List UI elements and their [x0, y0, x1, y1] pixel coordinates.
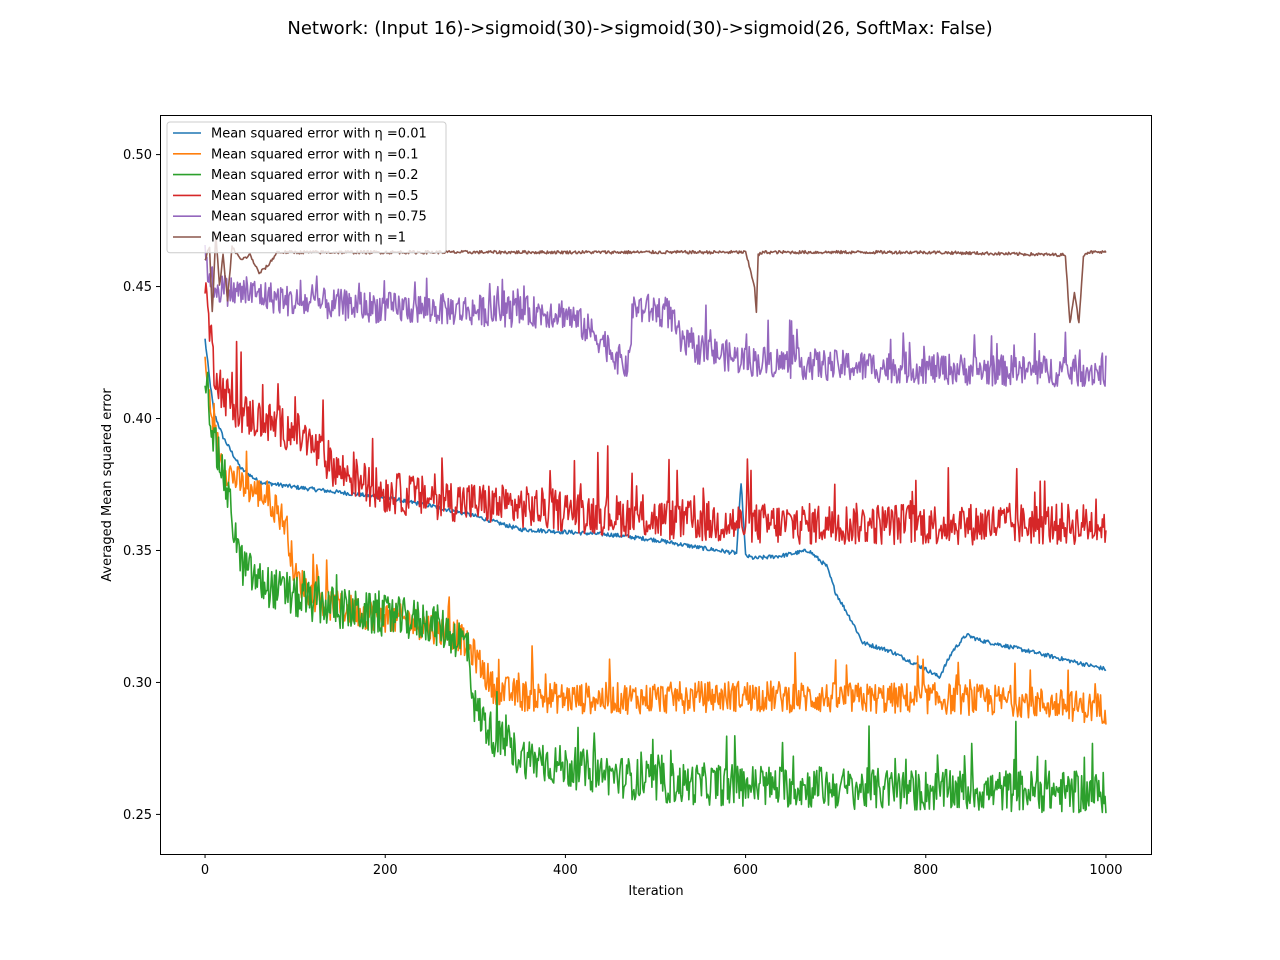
- series-layer: [204, 233, 1107, 814]
- x-tick-label: 800: [913, 863, 938, 878]
- y-tick-label: 0.25: [123, 808, 152, 823]
- y-tick-label: 0.50: [123, 148, 152, 163]
- x-tick-label: 200: [373, 863, 398, 878]
- plot-frame: [160, 115, 1152, 855]
- chart-title: Network: (Input 16)->sigmoid(30)->sigmoi…: [287, 18, 992, 39]
- legend-entry: Mean squared error with η =0.2: [211, 168, 418, 183]
- series-line-3: [204, 371, 1107, 814]
- legend-entry: Mean squared error with η =0.1: [211, 147, 418, 162]
- legend-entry: Mean squared error with η =0.5: [211, 189, 418, 204]
- y-tick-label: 0.45: [123, 280, 152, 295]
- x-tick-label: 400: [553, 863, 578, 878]
- y-axis-label: Averaged Mean squared error: [100, 388, 115, 582]
- x-tick-label: 0: [201, 863, 209, 878]
- legend-box: [166, 121, 447, 254]
- y-axis: 0.25 0.30 0.35 0.40 0.45 0.50: [123, 148, 160, 823]
- y-tick-label: 0.35: [123, 544, 152, 559]
- x-tick-label: 600: [733, 863, 758, 878]
- legend-entry: Mean squared error with η =0.75: [211, 210, 427, 225]
- y-tick-label: 0.30: [123, 676, 152, 691]
- series-line-4: [204, 282, 1107, 546]
- series-line-5: [204, 244, 1107, 388]
- legend: Mean squared error with η =0.01 Mean squa…: [166, 121, 447, 254]
- y-tick-label: 0.40: [123, 412, 152, 427]
- legend-entry: Mean squared error with η =1: [211, 231, 406, 246]
- x-axis: 0 200 400 600 800 1000: [201, 854, 1123, 878]
- legend-entry: Mean squared error with η =0.01: [211, 127, 427, 142]
- x-tick-label: 1000: [1089, 863, 1122, 878]
- x-axis-label: Iteration: [628, 884, 683, 899]
